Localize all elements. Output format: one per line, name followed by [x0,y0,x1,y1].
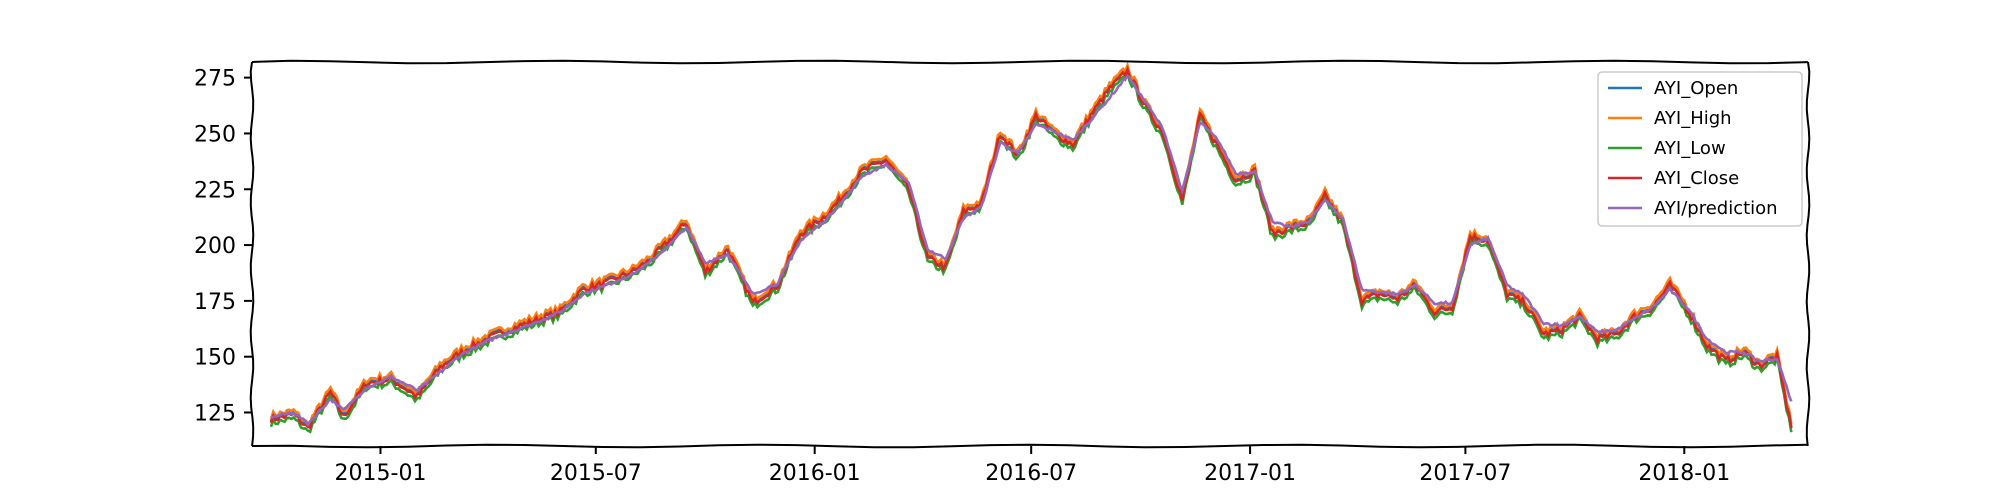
y-tick-label: 125 [194,402,236,427]
axis-frame-right [1805,61,1811,447]
x-tick-label: 2017-01 [1204,461,1296,486]
x-tick-label: 2018-01 [1638,461,1730,486]
series-line-prediction [270,74,1793,427]
axes-frame [249,59,1811,449]
series-line-close [269,65,1793,430]
series-layer [269,60,1793,434]
legend-entry-label: AYI_Open [1654,78,1738,99]
x-tick-label: 2017-07 [1419,461,1511,486]
legend: AYI_Open AYI_High AYI_Low AYI_Close AYI/pred… [1597,71,1803,227]
y-tick-label: 175 [194,290,236,315]
legend-entry-label: AYI_Low [1654,138,1726,159]
y-tick-label: 150 [194,346,236,371]
y-tick-label: 200 [194,234,236,259]
y-tick-label: 225 [194,178,236,203]
axis-frame-top [251,59,1809,65]
axis-frame-left [249,61,255,447]
series-line-high [269,60,1793,426]
legend-entry-label: AYI_High [1654,108,1732,129]
x-tick-label: 2015-07 [550,461,642,486]
axis-frame-bottom [251,443,1809,449]
x-tick-label: 2016-07 [985,461,1077,486]
y-tick-label: 275 [194,67,236,92]
legend-entry-label: AYI_Close [1654,168,1739,189]
x-tick-label: 2015-01 [335,461,427,486]
legend-box [1597,71,1803,227]
y-tick-label: 250 [194,122,236,147]
tick-layer: 125 150 175 200 225 250 275 2015-01 2015-07 2016-… [194,67,1730,486]
legend-entry-label: AYI/prediction [1654,198,1778,219]
x-tick-label: 2016-01 [769,461,861,486]
